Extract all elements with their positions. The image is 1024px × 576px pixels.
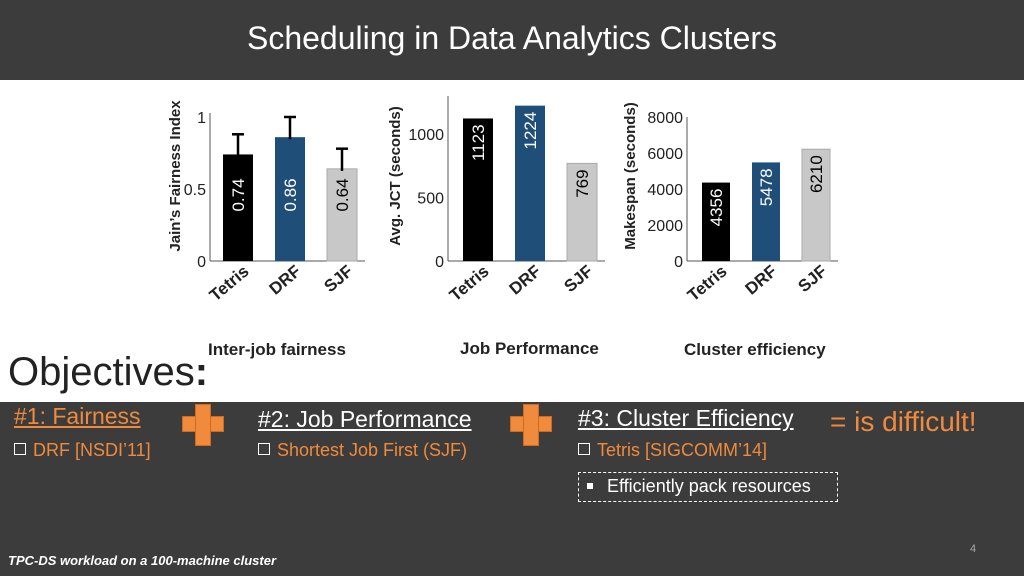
is-difficult-text: = is difficult! <box>830 406 977 437</box>
data-label: 5478 <box>757 168 776 206</box>
y-tick-label: 2000 <box>647 218 683 235</box>
checkbox-icon <box>258 443 270 455</box>
x-tick-label: SJF <box>560 262 596 297</box>
pack-resources-box: Efficiently pack resources <box>578 472 838 502</box>
bar-drf <box>275 137 305 261</box>
footnote: TPC-DS workload on a 100-machine cluster <box>8 553 277 568</box>
jct-caption: Job Performance <box>460 339 599 358</box>
data-label: 769 <box>573 169 592 197</box>
bar-sjf <box>801 148 831 262</box>
y-tick-label: 4000 <box>647 182 683 199</box>
fairness-caption: Inter-job fairness <box>208 340 346 359</box>
y-tick-label: 8000 <box>647 110 683 127</box>
data-label: 1123 <box>469 124 488 161</box>
fairness-chart: Jain’s Fairness Index 0 0.5 1 0.74 Tetris 0.86… <box>167 100 365 306</box>
y-tick-label: 0 <box>674 254 683 271</box>
makespan-caption: Cluster efficiency <box>684 340 826 359</box>
objective-cluster-efficiency: #3: Cluster Efficiency <box>578 405 794 431</box>
objective-fairness-sub-text: DRF [NSDI’11] <box>33 440 151 460</box>
y-tick-label: 500 <box>417 191 444 208</box>
objectives-colon: : <box>194 350 209 394</box>
data-label: 0.64 <box>333 178 352 211</box>
bar-tetris <box>223 154 253 261</box>
bar-drf <box>515 105 545 262</box>
data-label: 6210 <box>807 155 826 193</box>
x-tick-label: SJF <box>320 262 356 297</box>
title-bar: Scheduling in Data Analytics Clusters <box>0 0 1024 80</box>
x-tick-label: DRF <box>506 262 545 299</box>
x-tick-label: Tetris <box>446 262 493 306</box>
page-number: 4 <box>970 543 977 555</box>
jct-chart: Avg. JCT (seconds) 0 500 1000 1123 Tetris 1224… <box>387 96 605 306</box>
bar-tetris <box>463 118 493 261</box>
data-label: 0.74 <box>229 178 248 211</box>
data-label: 1224 <box>521 112 540 150</box>
y-axis-label: Avg. JCT (seconds) <box>387 106 404 245</box>
y-tick-label: 0.5 <box>184 182 206 199</box>
objective-job-performance-sub-text: Shortest Job First (SJF) <box>277 440 468 460</box>
data-label: 4356 <box>707 189 726 227</box>
x-tick-label: Tetris <box>684 262 731 306</box>
objectives-heading: Objectives: <box>8 350 208 395</box>
x-tick-label: DRF <box>266 262 305 299</box>
objective-cluster-efficiency-sub: Tetris [SIGCOMM’14] <box>578 440 767 461</box>
y-axis-label: Makespan (seconds) <box>622 102 639 250</box>
bar-tetris <box>702 182 730 261</box>
x-tick-label: DRF <box>742 262 781 299</box>
objective-job-performance: #2: Job Performance <box>258 406 472 432</box>
plus-icon <box>510 404 552 446</box>
objective-fairness-sub: DRF [NSDI’11] <box>14 440 151 461</box>
y-tick-label: 0 <box>435 254 444 271</box>
y-tick-label: 1 <box>197 110 206 127</box>
bullet-icon <box>587 483 593 489</box>
objectives-label: Objectives <box>8 350 195 394</box>
plus-icon <box>182 404 224 446</box>
slide-title: Scheduling in Data Analytics Clusters <box>246 20 778 56</box>
objective-fairness: #1: Fairness <box>14 403 141 429</box>
checkbox-icon <box>14 443 26 455</box>
objective-cluster-efficiency-sub-text: Tetris [SIGCOMM’14] <box>597 440 768 460</box>
data-label: 0.86 <box>281 178 300 211</box>
y-tick-label: 1000 <box>408 127 444 144</box>
bar-sjf <box>326 168 358 262</box>
x-tick-label: Tetris <box>206 262 253 306</box>
bar-sjf <box>566 162 598 262</box>
y-tick-label: 6000 <box>647 146 683 163</box>
y-tick-label: 0 <box>197 254 206 271</box>
x-tick-label: SJF <box>794 262 830 297</box>
objective-job-performance-sub: Shortest Job First (SJF) <box>258 440 467 461</box>
pack-resources-text: Efficiently pack resources <box>607 476 811 496</box>
makespan-chart: Makespan (seconds) 0 2000 4000 6000 8000 4356 T… <box>622 102 838 306</box>
checkbox-icon <box>578 443 590 455</box>
y-axis-label: Jain’s Fairness Index <box>167 100 184 252</box>
bar-drf <box>752 162 780 261</box>
